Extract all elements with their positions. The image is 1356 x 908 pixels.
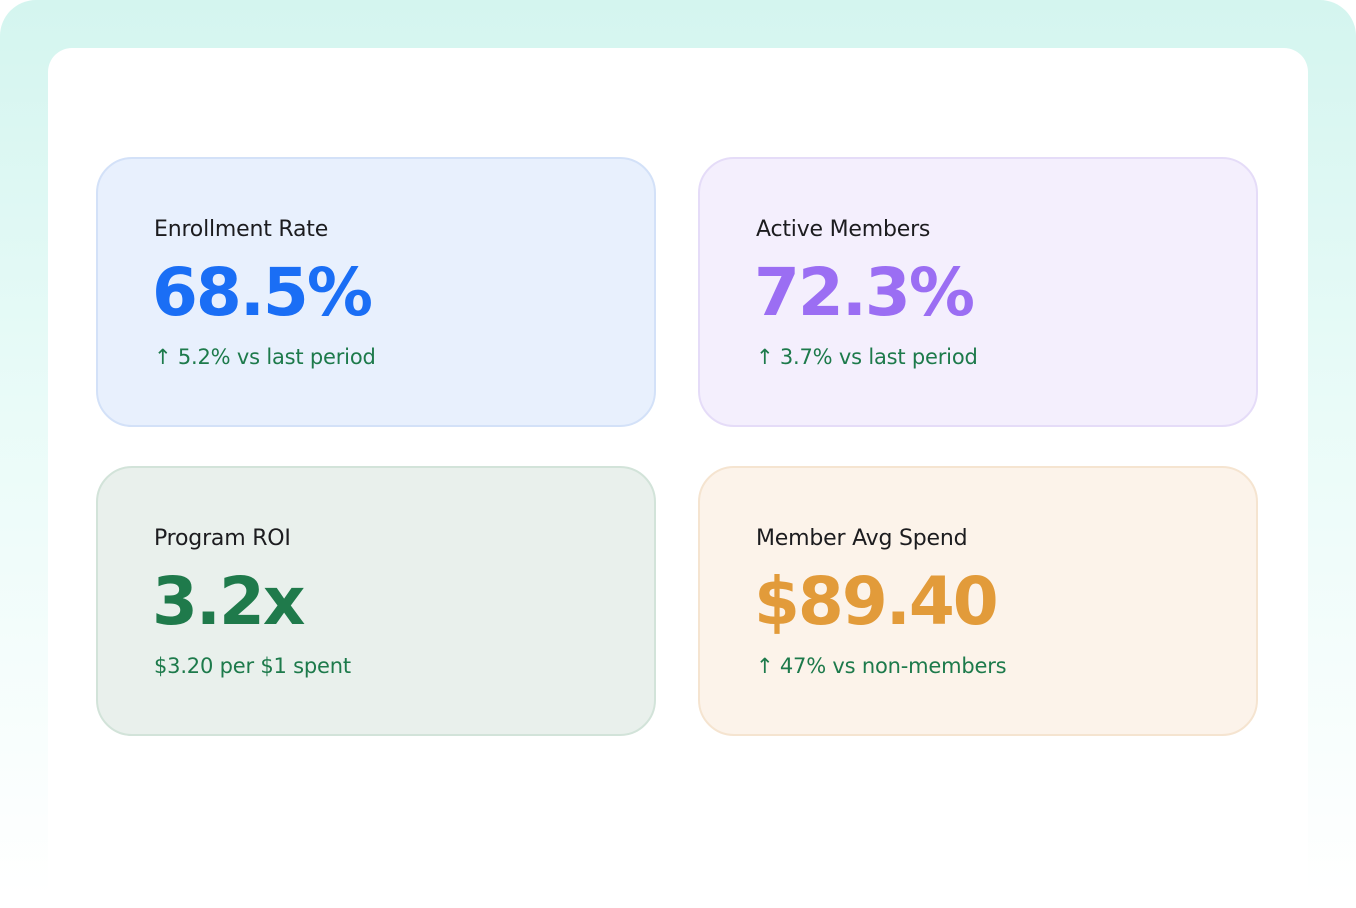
- kpi-delta: ↑ 3.7% vs last period: [756, 345, 978, 369]
- kpi-value: 72.3%: [754, 254, 975, 331]
- kpi-card-enrollment-rate: Enrollment Rate 68.5% ↑ 5.2% vs last per…: [96, 157, 656, 427]
- kpi-label: Program ROI: [154, 526, 291, 551]
- kpi-delta: ↑ 5.2% vs last period: [154, 345, 376, 369]
- kpi-label: Enrollment Rate: [154, 217, 329, 242]
- kpi-card-program-roi: Program ROI 3.2x $3.20 per $1 spent: [96, 466, 656, 736]
- kpi-value: 3.2x: [152, 563, 305, 640]
- kpi-label: Member Avg Spend: [756, 526, 968, 551]
- kpi-card-member-avg-spend: Member Avg Spend $89.40 ↑ 47% vs non-mem…: [698, 466, 1258, 736]
- kpi-card-active-members: Active Members 72.3% ↑ 3.7% vs last peri…: [698, 157, 1258, 427]
- kpi-delta: ↑ 47% vs non-members: [756, 654, 1007, 678]
- kpi-value: 68.5%: [152, 254, 373, 331]
- kpi-delta: $3.20 per $1 spent: [154, 654, 351, 678]
- kpi-value: $89.40: [754, 563, 999, 640]
- kpi-label: Active Members: [756, 217, 931, 242]
